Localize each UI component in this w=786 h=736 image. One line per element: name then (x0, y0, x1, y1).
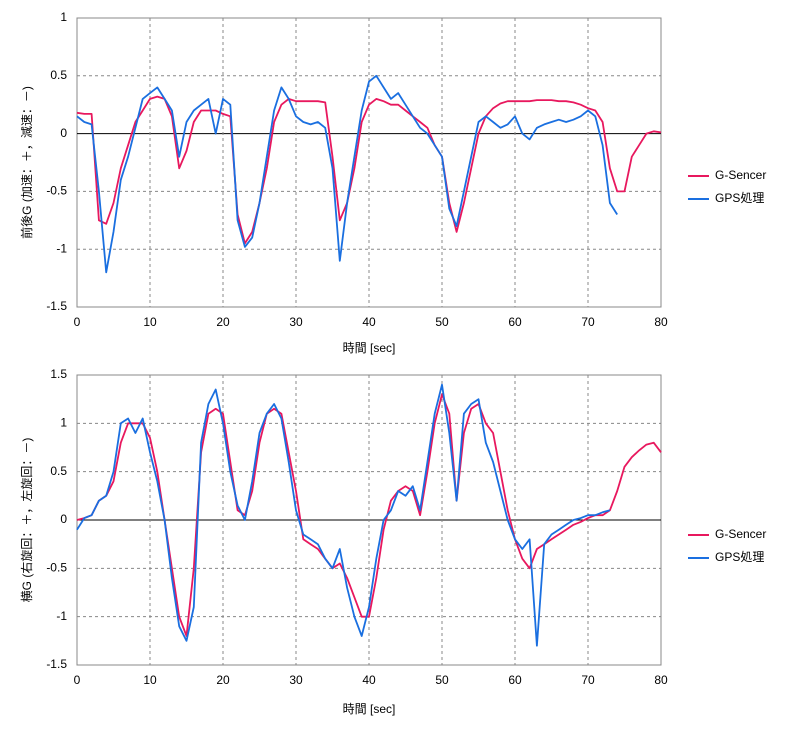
y-tick-label: 0.5 (50, 68, 67, 82)
y-tick-label: -1.5 (46, 299, 67, 313)
y-tick-label: -1 (56, 241, 67, 255)
y-tick-label: 1 (60, 10, 67, 24)
x-tick-label: 0 (74, 673, 81, 687)
data-line (76, 95, 662, 245)
x-axis-label: 時間 [sec] (343, 341, 396, 355)
x-tick-label: 70 (581, 673, 595, 687)
y-tick-label: 1.5 (50, 367, 67, 381)
x-tick-label: 50 (435, 315, 449, 329)
x-axis-label: 時間 [sec] (343, 702, 396, 716)
y-axis-label: 前後G (加速：＋，減速：－) (19, 86, 34, 239)
data-line (76, 383, 611, 647)
data-line (76, 74, 618, 274)
x-tick-label: 20 (216, 315, 230, 329)
x-tick-label: 50 (435, 673, 449, 687)
x-tick-label: 10 (143, 673, 157, 687)
legend-label: G-Sencer (715, 527, 766, 541)
x-tick-label: 30 (289, 315, 303, 329)
y-tick-label: -0.5 (46, 561, 67, 575)
legend-label: G-Sencer (715, 168, 766, 182)
x-tick-label: 30 (289, 673, 303, 687)
x-tick-label: 80 (654, 673, 668, 687)
y-axis-label: 横G (右旋回：＋，左旋回：－) (19, 438, 34, 603)
y-tick-label: 1 (60, 416, 67, 430)
legend-label: GPS処理 (715, 191, 764, 205)
x-tick-label: 40 (362, 673, 376, 687)
data-line (76, 393, 662, 637)
x-tick-label: 70 (581, 315, 595, 329)
y-tick-label: 0 (60, 512, 67, 526)
y-tick-label: 0.5 (50, 464, 67, 478)
x-tick-label: 20 (216, 673, 230, 687)
x-tick-label: 80 (654, 315, 668, 329)
y-tick-label: -0.5 (46, 184, 67, 198)
x-tick-label: 60 (508, 673, 522, 687)
y-tick-label: 0 (60, 126, 67, 140)
legend-label: GPS処理 (715, 550, 764, 564)
y-tick-label: -1.5 (46, 657, 67, 671)
x-tick-label: 60 (508, 315, 522, 329)
x-tick-label: 40 (362, 315, 376, 329)
y-tick-label: -1 (56, 609, 67, 623)
x-tick-label: 0 (74, 315, 81, 329)
x-tick-label: 10 (143, 315, 157, 329)
